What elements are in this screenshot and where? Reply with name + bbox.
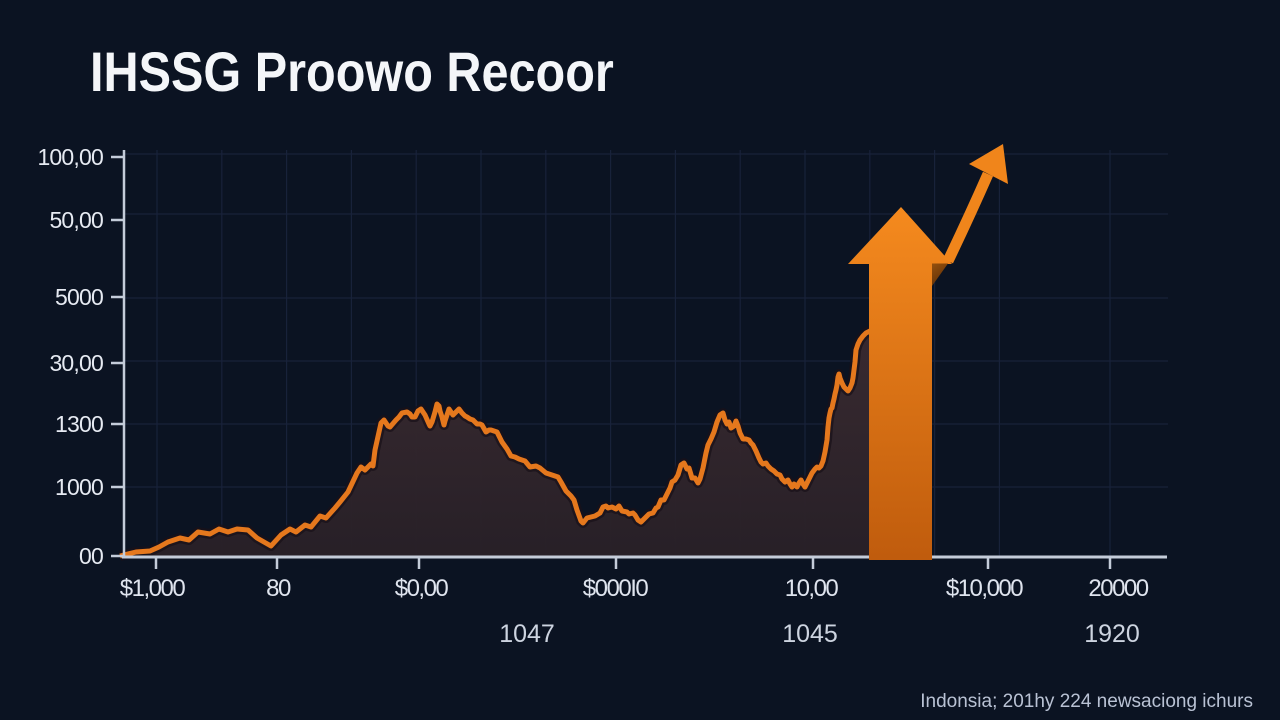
svg-text:$000I0: $000I0 xyxy=(583,575,649,602)
svg-text:$0,00: $0,00 xyxy=(395,575,449,602)
svg-text:00: 00 xyxy=(79,543,103,569)
svg-text:20000: 20000 xyxy=(1088,575,1148,602)
svg-text:1000: 1000 xyxy=(55,474,103,500)
svg-text:1047: 1047 xyxy=(499,620,555,648)
svg-text:30,00: 30,00 xyxy=(49,350,103,376)
svg-text:80: 80 xyxy=(266,575,291,602)
svg-text:$10,000: $10,000 xyxy=(946,575,1023,602)
svg-text:Indonsia; 201hy 224 newsaciong: Indonsia; 201hy 224 newsaciong ichurs xyxy=(920,691,1253,712)
svg-text:1300: 1300 xyxy=(55,411,103,437)
svg-text:5000: 5000 xyxy=(55,284,103,310)
svg-text:IHSSG Proowo Recoor: IHSSG Proowo Recoor xyxy=(90,42,614,104)
svg-text:100,00: 100,00 xyxy=(37,144,103,170)
svg-text:1045: 1045 xyxy=(782,620,838,648)
svg-text:50,00: 50,00 xyxy=(49,207,103,233)
svg-text:1920: 1920 xyxy=(1084,620,1140,648)
svg-text:$1,000: $1,000 xyxy=(120,575,186,602)
svg-text:10,00: 10,00 xyxy=(785,575,839,602)
